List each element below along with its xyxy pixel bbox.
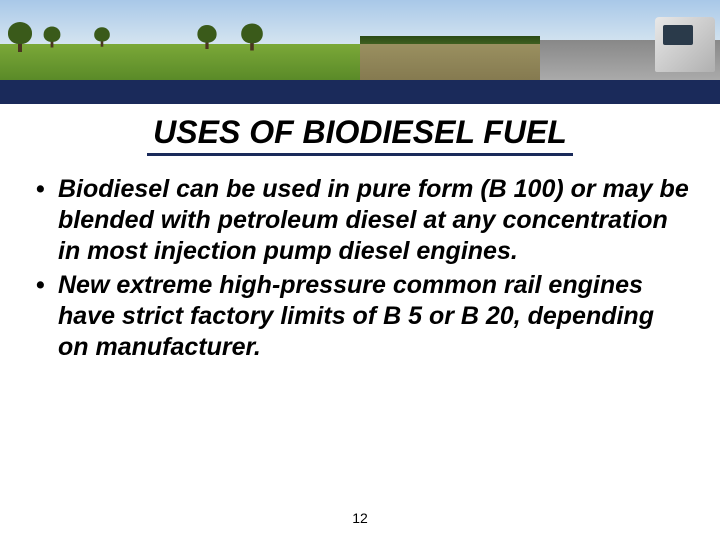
- banner-panel-1: [0, 0, 180, 80]
- tree-icon: [241, 24, 263, 51]
- tree-icon: [94, 27, 110, 47]
- header-banner: [0, 0, 720, 80]
- page-number: 12: [0, 510, 720, 526]
- truck-icon: [655, 17, 715, 72]
- banner-panel-3: [360, 0, 540, 80]
- header-blue-bar: [0, 80, 720, 104]
- tree-icon: [197, 25, 216, 49]
- banner-panel-4: [540, 0, 720, 80]
- header-gap: [0, 104, 720, 112]
- tree-icon: [8, 22, 32, 52]
- bullet-item: New extreme high-pressure common rail en…: [30, 270, 690, 364]
- bullet-list: Biodiesel can be used in pure form (B 10…: [30, 174, 690, 364]
- banner-panel-2: [180, 0, 360, 80]
- bullet-item: Biodiesel can be used in pure form (B 10…: [30, 174, 690, 268]
- slide-title: USES OF BIODIESEL FUEL: [147, 114, 573, 156]
- slide-content: Biodiesel can be used in pure form (B 10…: [0, 156, 720, 364]
- tree-icon: [44, 27, 61, 48]
